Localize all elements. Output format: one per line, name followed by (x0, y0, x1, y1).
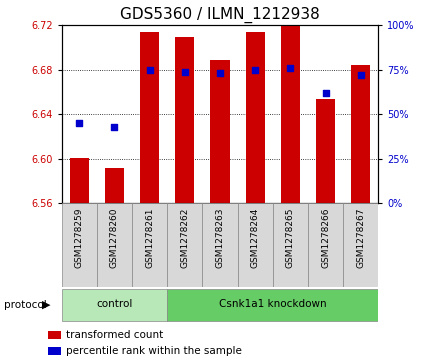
Bar (202, 203, 238, 287)
Text: GSM1278264: GSM1278264 (251, 207, 260, 268)
Bar (62, 203, 97, 287)
Bar (97, 203, 132, 287)
Bar (238, 203, 273, 287)
Point (322, 90, 329, 96)
Point (181, 69, 188, 74)
Bar (105, 168, 124, 203)
Text: GSM1278261: GSM1278261 (145, 207, 154, 268)
Text: control: control (96, 299, 132, 309)
Text: protocol: protocol (4, 300, 47, 310)
Text: transformed count: transformed count (66, 330, 164, 340)
Text: ▶: ▶ (42, 300, 51, 310)
Text: GSM1278267: GSM1278267 (356, 207, 365, 268)
Text: GSM1278262: GSM1278262 (180, 207, 189, 268)
Bar (351, 65, 370, 203)
Bar (343, 203, 378, 287)
Bar (167, 289, 378, 321)
Point (357, 72, 364, 78)
Point (146, 67, 153, 73)
Point (216, 70, 224, 76)
Text: Csnk1a1 knockdown: Csnk1a1 knockdown (219, 299, 326, 309)
Bar (167, 203, 202, 287)
Point (287, 65, 294, 71)
Text: GSM1278260: GSM1278260 (110, 207, 119, 268)
Text: percentile rank within the sample: percentile rank within the sample (66, 346, 242, 356)
Bar (132, 203, 167, 287)
Bar (316, 99, 335, 203)
Point (76, 120, 83, 126)
Text: GSM1278263: GSM1278263 (216, 207, 224, 268)
Point (252, 67, 259, 73)
Bar (210, 60, 230, 203)
Point (111, 124, 118, 130)
Bar (48, 347, 61, 355)
Title: GDS5360 / ILMN_1212938: GDS5360 / ILMN_1212938 (120, 7, 320, 23)
Bar (70, 158, 89, 203)
Text: GSM1278266: GSM1278266 (321, 207, 330, 268)
Bar (246, 32, 265, 203)
Bar (175, 37, 194, 203)
Bar (281, 25, 300, 203)
Text: GSM1278265: GSM1278265 (286, 207, 295, 268)
Bar (308, 203, 343, 287)
Text: GSM1278259: GSM1278259 (75, 207, 84, 268)
Bar (140, 32, 159, 203)
Bar (62, 289, 167, 321)
Bar (273, 203, 308, 287)
Bar (48, 331, 61, 339)
